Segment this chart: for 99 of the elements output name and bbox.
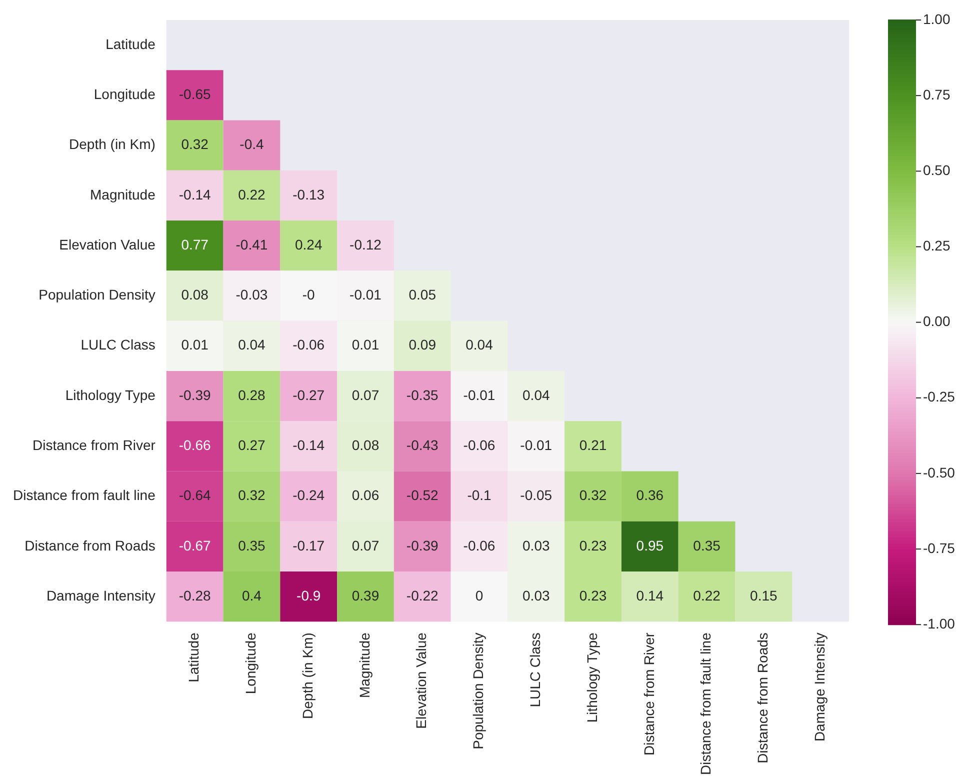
data-label: 0.35 xyxy=(238,537,266,554)
data-label: -0.01 xyxy=(520,437,552,453)
color-bar-label: 0.25 xyxy=(923,238,950,254)
data-label: 0.01 xyxy=(181,336,209,353)
data-label: 0.36 xyxy=(636,487,664,504)
data-label: -0.9 xyxy=(296,587,321,604)
data-label: -0.01 xyxy=(463,386,496,403)
color-bar-label: 0.50 xyxy=(923,162,950,178)
data-label: 0.32 xyxy=(181,136,209,152)
data-label: -0.17 xyxy=(292,537,325,554)
y-tick-label: Elevation Value xyxy=(59,236,156,252)
data-label: 0.04 xyxy=(466,336,494,353)
data-label: 0.04 xyxy=(522,386,550,403)
y-tick-label: Distance from fault line xyxy=(12,487,156,504)
data-label: 0.04 xyxy=(238,336,266,353)
data-label: -0.13 xyxy=(292,186,325,202)
data-label: -0.35 xyxy=(406,386,439,403)
y-tick-label: Depth (in Km) xyxy=(69,136,156,152)
data-label: -0.14 xyxy=(292,437,325,453)
data-label: -0.03 xyxy=(236,286,268,303)
data-label: 0.95 xyxy=(636,537,664,554)
color-bar-label: 0.75 xyxy=(923,86,950,102)
data-label: 0.27 xyxy=(238,437,266,453)
data-label: -0.4 xyxy=(240,136,264,152)
data-label: 0.21 xyxy=(579,437,607,453)
y-tick-label: Population Density xyxy=(38,286,156,303)
data-label: 0.15 xyxy=(750,587,778,604)
y-tick-label: Latitude xyxy=(106,36,156,52)
data-label: 0.24 xyxy=(294,236,322,252)
data-label: 0.22 xyxy=(693,587,721,604)
x-tick-label: Distance from fault line xyxy=(698,632,714,776)
x-tick-label: LULC Class xyxy=(527,632,543,708)
data-label: -0.39 xyxy=(406,537,439,554)
data-label: 0.01 xyxy=(352,336,380,353)
data-label: -0.39 xyxy=(178,386,211,403)
y-tick-label: Damage Intensity xyxy=(46,587,156,604)
color-bar-label: -0.25 xyxy=(923,388,956,405)
data-label: 0.08 xyxy=(181,286,209,303)
color-bar-label: -0.50 xyxy=(923,464,956,480)
data-label: -0.66 xyxy=(178,437,211,453)
data-label: 0.09 xyxy=(408,336,436,353)
data-label: 0.77 xyxy=(181,236,209,252)
data-label: -0.52 xyxy=(406,487,439,504)
data-label: 0.07 xyxy=(352,386,380,403)
y-tick-label: LULC Class xyxy=(80,336,156,353)
color-bar-label: -1.00 xyxy=(923,615,956,632)
data-label: -0.1 xyxy=(467,487,492,504)
data-label: -0.06 xyxy=(463,537,496,554)
data-label: -0.12 xyxy=(350,236,382,252)
data-label: 0.23 xyxy=(579,587,607,604)
data-label: -0.05 xyxy=(520,487,552,504)
x-tick-label: Lithology Type xyxy=(584,632,600,723)
data-label: 0.07 xyxy=(352,537,380,554)
y-tick-label: Distance from Roads xyxy=(24,537,156,554)
data-label: -0 xyxy=(302,286,316,303)
x-tick-label: Distance from Roads xyxy=(754,632,771,764)
data-label: 0.39 xyxy=(352,587,380,604)
data-label: 0.22 xyxy=(238,186,266,202)
x-tick-label: Elevation Value xyxy=(413,632,430,729)
data-label: -0.27 xyxy=(292,386,325,403)
color-bar-label: 1.00 xyxy=(923,10,950,27)
data-label: -0.43 xyxy=(406,437,439,453)
data-label: 0.35 xyxy=(693,537,721,554)
y-tick-label: Longitude xyxy=(94,86,156,102)
data-label: 0.14 xyxy=(636,587,664,604)
data-label: 0.28 xyxy=(238,386,266,403)
color-bar-label: -0.75 xyxy=(923,540,956,556)
data-label: -0.01 xyxy=(350,286,382,303)
data-label: -0.06 xyxy=(463,437,496,453)
y-tick-label: Lithology Type xyxy=(65,386,156,403)
data-label: 0 xyxy=(475,587,484,604)
data-label: -0.41 xyxy=(236,236,268,252)
data-label: 0.32 xyxy=(238,487,266,504)
data-label: -0.28 xyxy=(178,587,211,604)
data-label: -0.67 xyxy=(178,537,211,554)
x-tick-label: Distance from River xyxy=(640,632,657,756)
x-tick-label: Population Density xyxy=(470,632,486,750)
data-label: 0.05 xyxy=(408,286,436,303)
data-label: -0.64 xyxy=(178,487,211,504)
data-label: -0.65 xyxy=(178,86,211,102)
data-label: -0.14 xyxy=(178,186,211,202)
data-label: -0.06 xyxy=(292,336,325,353)
x-tick-label: Damage Intensity xyxy=(811,632,828,742)
data-label: -0.24 xyxy=(292,487,325,504)
color-bar-label: 0.00 xyxy=(923,313,950,330)
y-tick-label: Distance from River xyxy=(32,437,156,453)
data-label: 0.03 xyxy=(522,587,550,604)
x-tick-label: Latitude xyxy=(186,632,202,682)
data-label: 0.08 xyxy=(352,437,380,453)
data-label: 0.23 xyxy=(579,537,607,554)
data-label: 0.06 xyxy=(352,487,380,504)
data-label: 0.32 xyxy=(579,487,607,504)
data-label: -0.22 xyxy=(406,587,439,604)
x-tick-label: Depth (in Km) xyxy=(299,632,316,719)
y-tick-label: Magnitude xyxy=(90,186,156,202)
data-label: 0.4 xyxy=(242,587,262,604)
data-label: 0.03 xyxy=(522,537,550,554)
x-tick-label: Longitude xyxy=(242,632,259,694)
x-tick-label: Magnitude xyxy=(356,632,372,698)
